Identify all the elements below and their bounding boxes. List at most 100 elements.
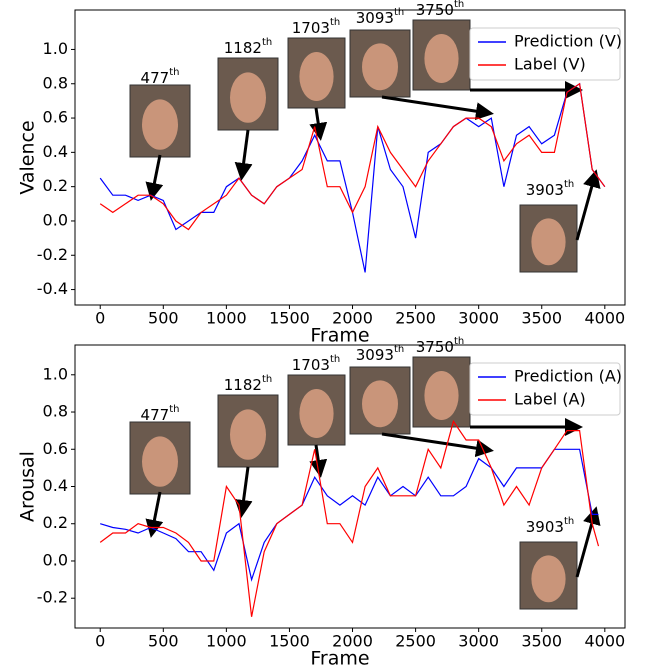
annotation: 3750th (416, 336, 464, 356)
plot-frame (74, 9, 626, 306)
y-tick-label: 1.0 (43, 364, 68, 383)
y-tick-label: 0.0 (43, 210, 68, 229)
annotation: 3903th (526, 179, 574, 199)
x-axis-label: Frame (310, 648, 369, 670)
annotation: 1703th (292, 354, 340, 374)
x-tick-label: 4000 (584, 632, 625, 651)
x-tick-label: 2500 (395, 309, 436, 328)
arrow (145, 491, 164, 538)
annotation: 3903th (526, 516, 574, 536)
annotation-number: 1182 (224, 39, 262, 57)
x-tick-label: 2000 (332, 632, 373, 651)
y-tick-label: 0.4 (43, 476, 68, 495)
face (424, 371, 459, 420)
x-tick-label: 3000 (458, 309, 499, 328)
arrow (309, 444, 328, 478)
annotation-number: 477 (141, 406, 170, 424)
y-axis-label: Arousal (17, 451, 39, 522)
y-axis-label: Valence (17, 120, 39, 194)
legend-label: Prediction (A) (514, 367, 622, 386)
x-tick-label: 4000 (584, 309, 625, 328)
annotation-number: 3903 (526, 181, 564, 199)
annotation-number: 3750 (416, 1, 454, 19)
x-tick-label: 500 (148, 309, 179, 328)
annotation-suffix: th (330, 17, 340, 28)
annotation: 477th (141, 67, 180, 87)
legend-box (469, 362, 621, 416)
y-tick-label: -0.2 (37, 588, 68, 607)
arrow (381, 432, 494, 458)
annotation: 1182th (224, 374, 272, 394)
face (362, 380, 398, 428)
annotation-suffix: th (564, 179, 574, 190)
series-line (100, 448, 599, 582)
x-tick-label: 1000 (206, 309, 247, 328)
annotation: 3093th (356, 7, 404, 27)
annotation-suffix: th (394, 344, 404, 355)
x-tick-label: 2500 (395, 632, 436, 651)
x-tick-label: 0 (95, 632, 105, 651)
annotation-number: 3093 (356, 346, 394, 364)
x-tick-label: 1000 (206, 632, 247, 651)
annotation-suffix: th (262, 37, 272, 48)
x-tick-label: 0 (95, 309, 105, 328)
annotation-suffix: th (169, 404, 179, 415)
annotation: 3750th (416, 0, 464, 19)
y-tick-label: 1.0 (43, 39, 68, 58)
x-tick-label: 3500 (521, 309, 562, 328)
series-line (99, 82, 606, 231)
face (362, 43, 398, 91)
annotation-number: 477 (141, 69, 170, 87)
y-tick-label: -0.4 (37, 279, 68, 298)
x-tick-label: 1500 (269, 309, 310, 328)
annotation-suffix: th (454, 336, 464, 347)
x-tick-label: 3500 (521, 632, 562, 651)
face (142, 436, 178, 487)
annotation-suffix: th (564, 516, 574, 527)
x-tick-label: 500 (148, 632, 179, 651)
annotation: 3093th (356, 344, 404, 364)
face (531, 555, 566, 603)
y-tick-label: 0.8 (43, 402, 68, 421)
annotation-number: 1703 (292, 19, 330, 37)
legend-label: Label (V) (514, 55, 586, 74)
annotation-number: 3903 (526, 518, 564, 536)
annotation-suffix: th (330, 354, 340, 365)
y-tick-label: 0.0 (43, 550, 68, 569)
arrow (309, 107, 328, 141)
arrow (234, 129, 253, 181)
legend-label: Prediction (V) (514, 32, 622, 51)
x-axis-label: Frame (310, 325, 369, 347)
annotation-suffix: th (262, 374, 272, 385)
x-tick-label: 1500 (269, 632, 310, 651)
annotation-number: 1182 (224, 376, 262, 394)
face (230, 72, 266, 123)
arrow (145, 154, 164, 201)
annotation-number: 3093 (356, 9, 394, 27)
series-line (99, 419, 600, 617)
x-tick-label: 3000 (458, 632, 499, 651)
arrow (575, 169, 601, 241)
y-tick-label: 0.8 (43, 73, 68, 92)
face (424, 34, 459, 83)
y-tick-label: -0.2 (37, 245, 68, 264)
annotation-number: 1703 (292, 356, 330, 374)
y-tick-label: 0.2 (43, 513, 68, 532)
arrow (234, 466, 253, 518)
annotation: 1703th (292, 17, 340, 37)
annotation: 477th (141, 404, 180, 424)
y-tick-label: 0.6 (43, 439, 68, 458)
arrow (381, 95, 494, 121)
face (142, 99, 178, 150)
legend-label: Label (A) (514, 390, 586, 409)
face (299, 52, 334, 101)
y-tick-label: 0.2 (43, 176, 68, 195)
legend-box (469, 27, 621, 81)
face (299, 389, 334, 438)
face (230, 409, 266, 460)
annotation-suffix: th (454, 0, 464, 10)
y-tick-label: 0.6 (43, 108, 68, 127)
annotation-suffix: th (169, 67, 179, 78)
x-tick-label: 2000 (332, 309, 373, 328)
